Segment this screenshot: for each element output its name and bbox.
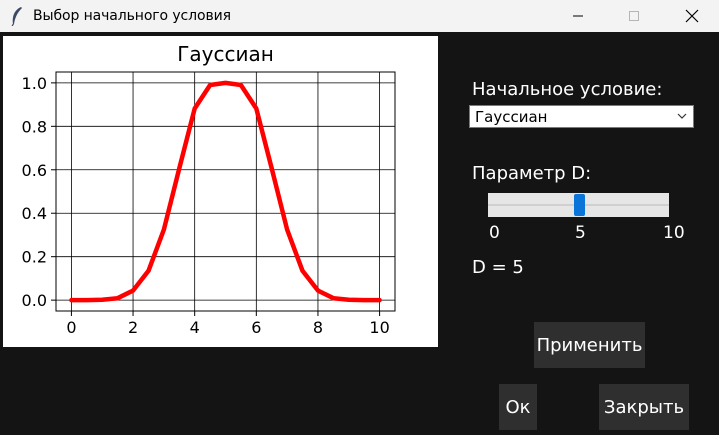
close-window-button[interactable] xyxy=(669,0,715,32)
chart-title: Гауссиан xyxy=(177,42,274,66)
y-tick-label: 0.8 xyxy=(22,117,47,136)
plot-frame xyxy=(55,71,396,312)
slider-thumb[interactable] xyxy=(574,194,585,216)
plot-canvas: Гауссиан 0 2 4 6 8 10 0.0 0.2 0.4 0.6 0.8 1.0 xyxy=(3,36,438,347)
x-tick-label: 2 xyxy=(128,318,138,337)
minimize-icon xyxy=(573,15,583,17)
y-tick-label: 0.0 xyxy=(22,291,47,310)
slider-min-label: 0 xyxy=(489,223,500,243)
initial-condition-select[interactable]: Гауссиан xyxy=(469,105,694,128)
chevron-down-icon xyxy=(677,113,687,119)
title-bar: Выбор начального условия xyxy=(0,0,719,32)
x-tick-label: 4 xyxy=(190,318,200,337)
feather-icon xyxy=(11,7,22,26)
maximize-button[interactable] xyxy=(611,0,657,32)
x-tick-label: 10 xyxy=(369,318,389,337)
series-line xyxy=(69,80,382,303)
param-d-slider[interactable] xyxy=(488,193,669,217)
initial-condition-label: Начальное условие: xyxy=(472,79,663,100)
close-icon xyxy=(685,9,699,23)
param-d-label: Параметр D: xyxy=(472,163,592,184)
x-tick-label: 8 xyxy=(313,318,323,337)
y-tick-label: 0.6 xyxy=(22,161,47,180)
slider-max-label: 10 xyxy=(663,223,685,243)
maximize-icon xyxy=(629,11,639,21)
close-button[interactable]: Закрыть xyxy=(599,384,689,430)
window-title: Выбор начального условия xyxy=(33,8,231,24)
x-tick-label: 6 xyxy=(251,318,261,337)
ok-button[interactable]: Ок xyxy=(499,384,537,430)
gaussian-chart: Гауссиан 0 2 4 6 8 10 0.0 0.2 0.4 0.6 0.8 1.0 xyxy=(22,42,396,337)
y-tick-label: 0.4 xyxy=(22,204,47,223)
y-tick-label: 0.2 xyxy=(22,248,47,267)
d-value-readout: D = 5 xyxy=(472,257,524,278)
slider-mid-label: 5 xyxy=(575,223,586,243)
x-tick-label: 0 xyxy=(66,318,76,337)
y-tick-label: 1.0 xyxy=(22,74,47,93)
apply-button[interactable]: Применить xyxy=(534,322,645,368)
initial-condition-value: Гауссиан xyxy=(475,108,548,126)
minimize-button[interactable] xyxy=(555,0,601,32)
